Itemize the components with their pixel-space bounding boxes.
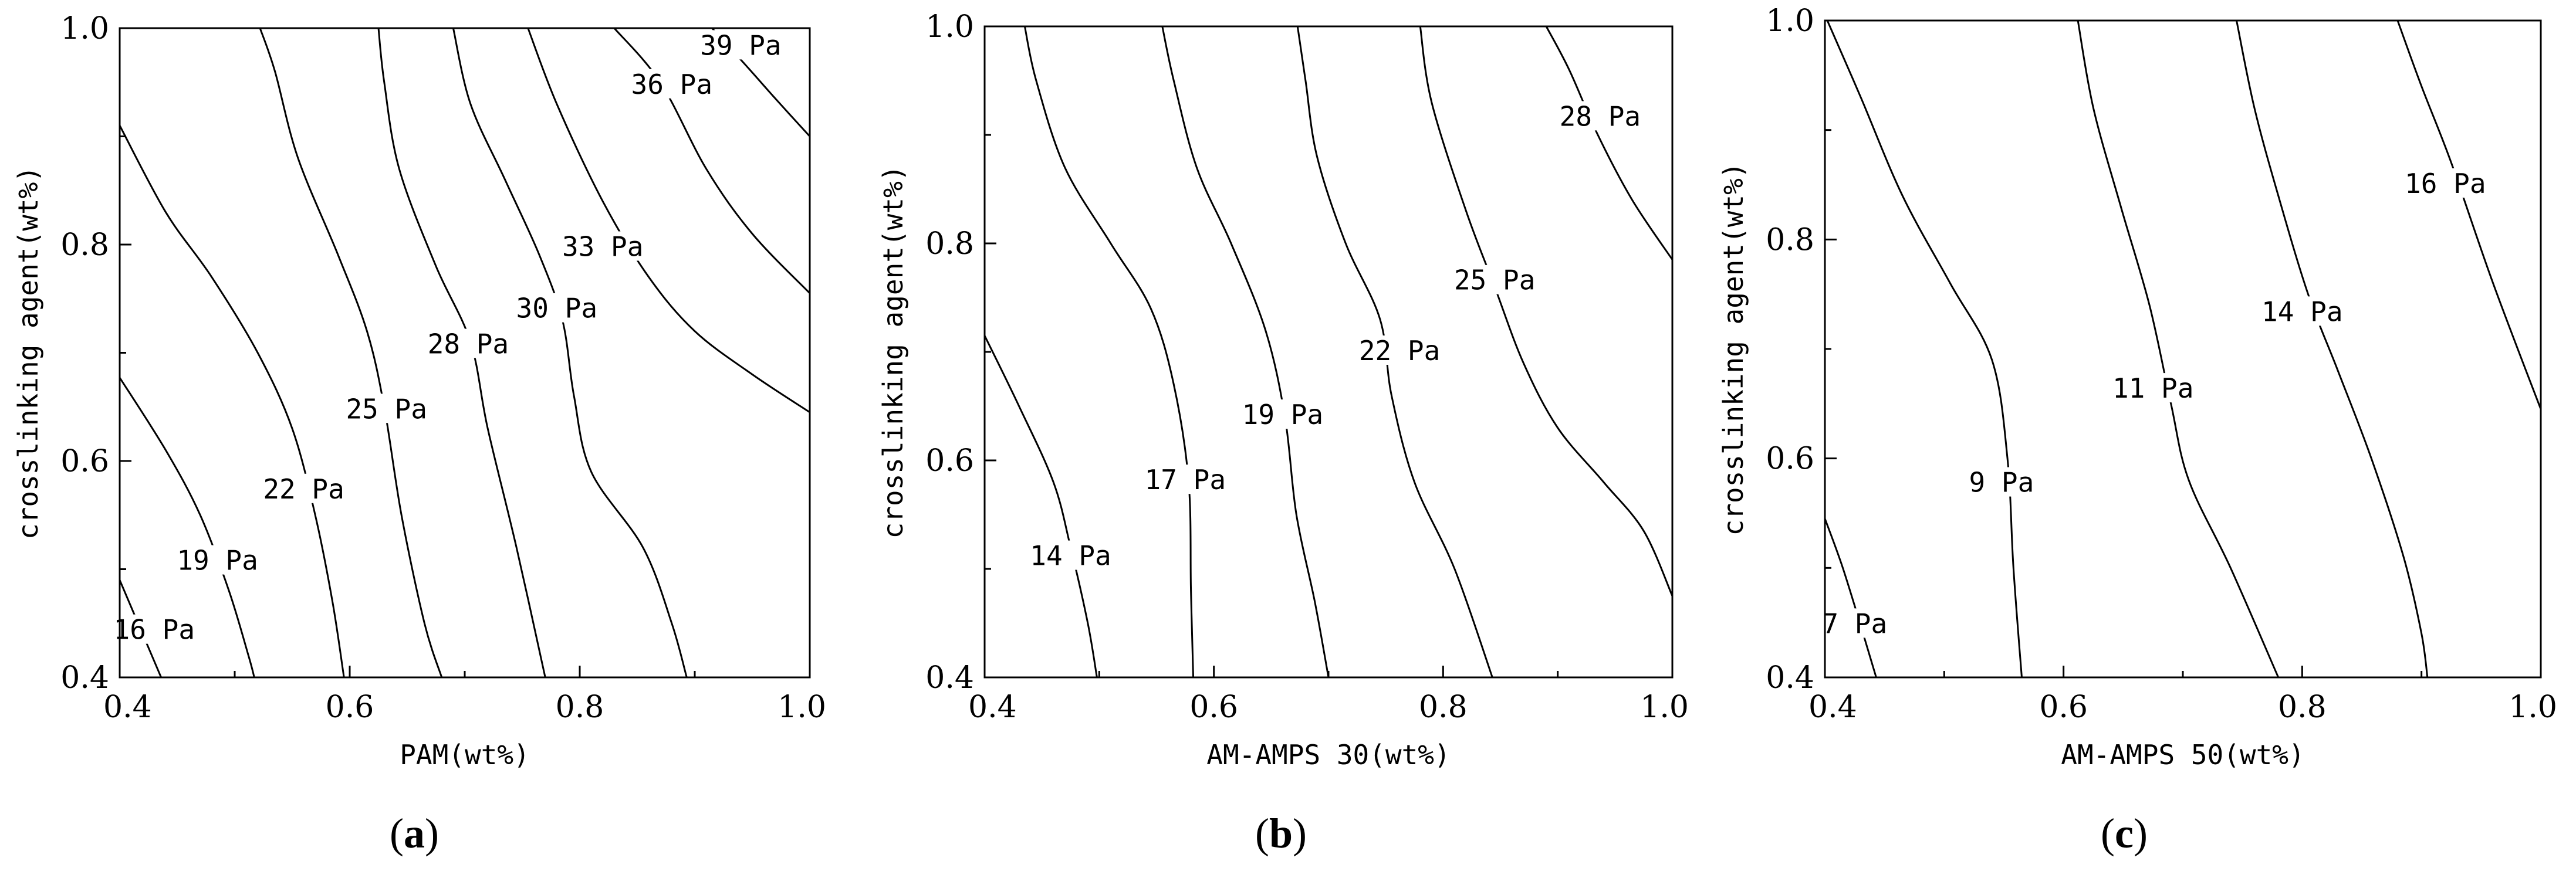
contour-label: 7 Pa xyxy=(1822,608,1887,639)
contour-label: 11 Pa xyxy=(2112,372,2193,404)
y-tick-label: 1.0 xyxy=(1766,4,1814,39)
y-tick-label: 0.6 xyxy=(1766,442,1814,477)
contour-label-bg xyxy=(1557,101,1644,131)
x-tick-label: 0.6 xyxy=(326,690,374,725)
y-tick-label: 0.8 xyxy=(1766,222,1814,257)
contour-line xyxy=(1161,26,1330,678)
x-tick-label: 0.4 xyxy=(103,690,152,725)
x-tick-label: 1.0 xyxy=(777,690,826,725)
contour-label: 9 Pa xyxy=(1969,467,2034,499)
y-tick-label: 0.4 xyxy=(1766,660,1814,696)
contour-label: 28 Pa xyxy=(1560,100,1641,132)
contour-label-bg xyxy=(1451,265,1538,294)
contour-line xyxy=(2396,20,2542,410)
contour-label: 33 Pa xyxy=(562,231,643,263)
contour-label: 36 Pa xyxy=(631,69,712,100)
contour-label: 19 Pa xyxy=(1242,399,1323,430)
y-tick-label: 0.4 xyxy=(925,660,974,696)
panel-caption: (c) xyxy=(2101,810,2148,857)
contour-label: 28 Pa xyxy=(428,328,509,360)
x-axis-title: AM-AMPS 30(wt%) xyxy=(1206,739,1450,771)
contour-line xyxy=(1826,20,2023,678)
panel-caption: (a) xyxy=(390,810,439,857)
x-tick-label: 0.8 xyxy=(556,690,604,725)
contour-label: 39 Pa xyxy=(700,29,781,61)
contour-line xyxy=(2077,20,2280,678)
y-tick-label: 0.6 xyxy=(60,444,109,479)
contour-line xyxy=(1296,26,1493,678)
contour-label-bg xyxy=(1142,464,1229,494)
contour-label: 14 Pa xyxy=(1030,540,1111,572)
panel-c: 7 Pa 9 Pa 11 Pa 14 Pa 16 Pa 0.4 0.6 0.8 1.0 0.4 0.… xyxy=(1718,4,2557,857)
contour-line xyxy=(119,125,345,678)
contour-line xyxy=(1824,518,1877,678)
x-tick-label: 1.0 xyxy=(2509,690,2557,725)
x-tick-label: 0.4 xyxy=(1808,690,1857,725)
contour-line xyxy=(613,28,811,294)
contour-label-bg xyxy=(2259,296,2346,326)
y-tick-label: 0.4 xyxy=(60,660,109,696)
x-tick-label: 0.4 xyxy=(968,690,1017,725)
x-tick-label: 0.8 xyxy=(2278,690,2327,725)
plot-frame xyxy=(1824,19,2542,679)
contour-label-bg xyxy=(1819,608,1890,638)
contour-line xyxy=(983,335,1098,678)
contour-label: 22 Pa xyxy=(263,473,344,505)
contour-label-bg xyxy=(425,328,512,358)
x-axis-title: PAM(wt%) xyxy=(400,739,530,771)
x-tick-label: 0.6 xyxy=(1189,690,1238,725)
x-axis-title: AM-AMPS 50(wt%) xyxy=(2061,739,2304,771)
contour-label: 30 Pa xyxy=(516,293,597,324)
contour-label-bg xyxy=(697,30,785,60)
contour-label-bg xyxy=(513,293,600,323)
contour-label-bg xyxy=(111,614,198,644)
contour-label: 22 Pa xyxy=(1359,335,1440,367)
contour-line xyxy=(2236,20,2429,678)
contour-label-bg xyxy=(1966,467,2037,497)
x-tick-label: 0.6 xyxy=(2039,690,2088,725)
contour-label-bg xyxy=(2110,373,2196,403)
y-axis-title: crosslinking agent(wt%) xyxy=(1718,162,1749,536)
contour-line xyxy=(1545,26,1674,260)
contour-label: 17 Pa xyxy=(1145,464,1226,496)
y-tick-label: 0.6 xyxy=(925,443,974,479)
contour-label: 16 Pa xyxy=(114,614,195,646)
contour-label: 14 Pa xyxy=(2261,296,2342,327)
x-tick-label: 0.8 xyxy=(1419,690,1468,725)
y-axis-title: crosslinking agent(wt%) xyxy=(12,166,44,540)
contour-label-bg xyxy=(1356,335,1443,365)
y-axis-title: crosslinking agent(wt%) xyxy=(877,165,909,539)
contour-label-bg xyxy=(1027,540,1114,570)
panel-b: 14 Pa 17 Pa 19 Pa 22 Pa 25 Pa 28 Pa 0.4 0.6 0.8 1… xyxy=(877,9,1689,857)
y-tick-label: 1.0 xyxy=(925,9,974,45)
contour-label-bg xyxy=(174,545,261,575)
contour-line xyxy=(377,28,546,678)
contour-label: 19 Pa xyxy=(177,545,258,577)
panel-caption: (b) xyxy=(1255,810,1307,857)
contour-line xyxy=(259,28,443,678)
contour-label-bg xyxy=(343,394,430,423)
contour-line xyxy=(452,28,688,678)
contour-line xyxy=(527,28,810,413)
contour-label-bg xyxy=(1239,399,1326,429)
contour-label: 16 Pa xyxy=(2405,168,2486,199)
contour-label-bg xyxy=(559,231,646,261)
contour-label-bg xyxy=(628,69,715,99)
contour-label-bg xyxy=(260,473,347,503)
contour-label: 25 Pa xyxy=(346,393,427,425)
contour-line xyxy=(119,377,255,678)
y-tick-label: 0.8 xyxy=(925,226,974,262)
contour-line xyxy=(1419,26,1674,596)
contour-label: 25 Pa xyxy=(1454,265,1535,296)
y-tick-label: 1.0 xyxy=(60,11,109,46)
contour-line xyxy=(1023,26,1194,678)
contour-label-bg xyxy=(2402,168,2489,198)
x-tick-label: 1.0 xyxy=(1640,690,1689,725)
y-tick-label: 0.8 xyxy=(60,228,109,263)
